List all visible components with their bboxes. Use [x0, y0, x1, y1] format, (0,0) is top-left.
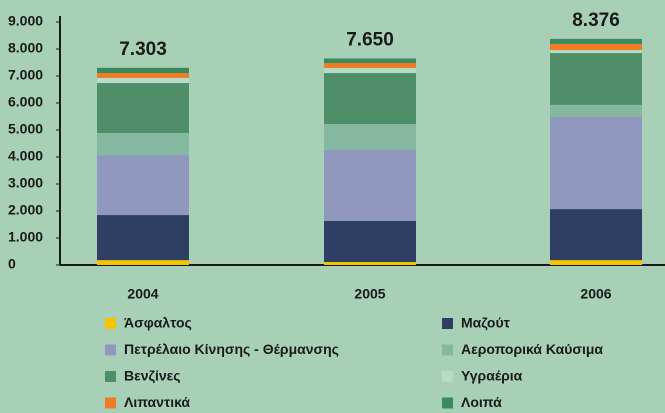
- y-tick-label: 8.000: [8, 40, 43, 56]
- y-tick-label: 9.000: [8, 13, 43, 29]
- bar-segment: [324, 149, 416, 221]
- bar-segment: [550, 117, 642, 210]
- bar-segment: [97, 260, 189, 265]
- bar-segment: [324, 220, 416, 263]
- x-tick-label: 2006: [580, 286, 611, 302]
- bar-segment: [324, 67, 416, 74]
- bar-segment: [324, 58, 416, 64]
- legend-swatch: [442, 397, 453, 409]
- y-tick-label: 7.000: [8, 67, 43, 83]
- y-tick-label: 1.000: [8, 229, 43, 245]
- bar-segment: [550, 104, 642, 118]
- bar-segment: [550, 50, 642, 54]
- legend-swatch: [442, 344, 453, 356]
- legend-label: Λιπαντικά: [124, 394, 190, 410]
- bar-segment: [324, 262, 416, 265]
- legend-label: Αεροπορικά Καύσιμα: [461, 341, 603, 357]
- x-tick-label: 2005: [354, 286, 385, 302]
- bar-segment: [550, 53, 642, 105]
- legend-swatch: [442, 318, 453, 329]
- legend-swatch: [105, 344, 116, 356]
- bar-segment: [97, 77, 189, 84]
- legend-swatch: [105, 397, 116, 409]
- total-label: 7.303: [119, 39, 167, 60]
- legend-label: Λοιπά: [461, 394, 502, 410]
- y-tick-label: 4.000: [8, 148, 43, 164]
- bar-segment: [97, 73, 189, 78]
- bar-segment: [97, 132, 189, 156]
- bar-segment: [550, 43, 642, 51]
- bar-segment: [324, 124, 416, 150]
- bar-segment: [97, 67, 189, 74]
- total-label: 7.650: [346, 29, 394, 50]
- total-label: 8.376: [572, 10, 620, 31]
- legend-swatch: [105, 371, 116, 382]
- bar-segment: [97, 83, 189, 133]
- bar-segment: [550, 260, 642, 265]
- legend-swatch: [105, 318, 116, 329]
- y-tick-label: 3.000: [8, 175, 43, 191]
- x-tick-label: 2004: [127, 286, 158, 302]
- bar-segment: [324, 63, 416, 68]
- y-tick-label: 5.000: [8, 121, 43, 137]
- bar-segment: [550, 209, 642, 261]
- y-tick-label: 2.000: [8, 202, 43, 218]
- legend-label: Άσφαλτος: [124, 315, 192, 331]
- bar-segment: [97, 155, 189, 216]
- y-tick-label: 0: [8, 256, 16, 272]
- legend-label: Βενζίνες: [124, 368, 181, 384]
- legend-label: Μαζούτ: [461, 315, 511, 331]
- y-tick-label: 6.000: [8, 94, 43, 110]
- bar-segment: [97, 215, 189, 261]
- bar-segment: [324, 73, 416, 125]
- bar-segment: [550, 38, 642, 44]
- legend-label: Υγραέρια: [461, 368, 523, 384]
- legend-label: Πετρέλαιο Κίνησης - Θέρμανσης: [124, 341, 339, 357]
- legend-swatch: [442, 371, 453, 382]
